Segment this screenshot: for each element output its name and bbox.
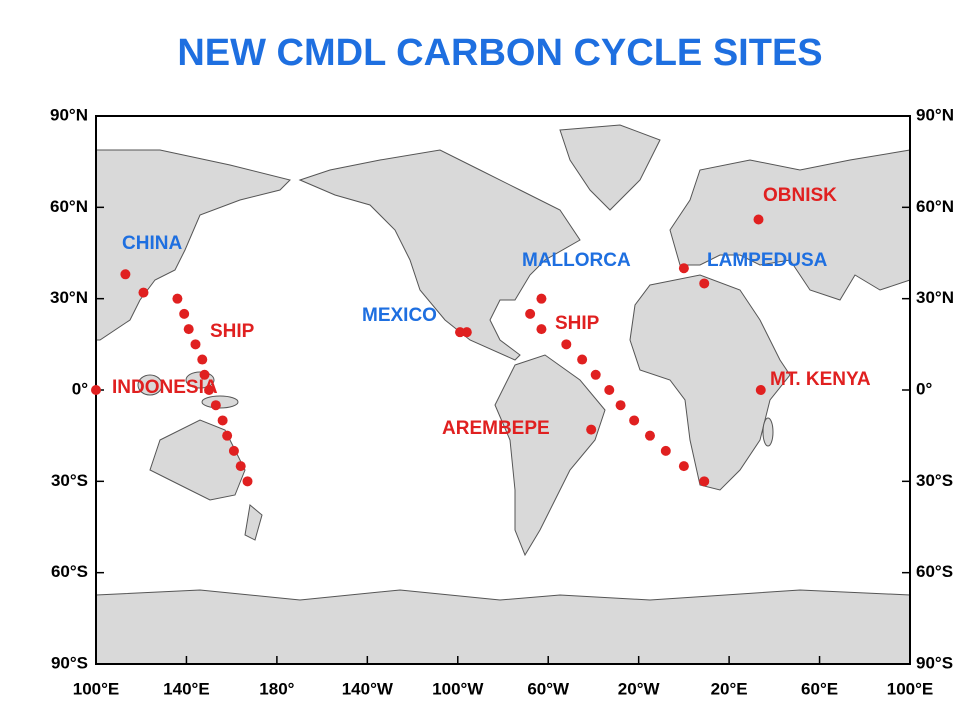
- site-point: [228, 445, 239, 456]
- x-tick-label: 140°E: [163, 679, 210, 698]
- site-label: INDONESIA: [112, 377, 218, 398]
- site-point: [678, 461, 689, 472]
- site-point: [660, 445, 671, 456]
- y-tick-label: 60°S: [51, 562, 88, 581]
- site-point: [204, 385, 215, 395]
- y-tick-label: 60°N: [916, 197, 954, 216]
- site-point: [172, 293, 183, 304]
- x-tick-label: 180°: [259, 679, 294, 698]
- site-point: [753, 214, 764, 225]
- site-label: OBNISK: [763, 185, 837, 206]
- y-tick-label: 60°S: [916, 562, 953, 581]
- title: NEW CMDL CARBON CYCLE SITES: [177, 32, 822, 74]
- site-label: AREMBEPE: [442, 418, 550, 439]
- site-point: [235, 461, 246, 472]
- site-point: [586, 424, 597, 435]
- x-tick-label: 140°W: [342, 679, 394, 698]
- x-tick-label: 60°E: [801, 679, 838, 698]
- site-point: [199, 369, 210, 380]
- site-point: [755, 385, 766, 395]
- site-label: MALLORCA: [522, 250, 631, 271]
- site-label: MT. KENYA: [770, 369, 871, 390]
- site-point: [217, 415, 228, 426]
- site-point: [629, 415, 640, 426]
- site-label: SHIP: [210, 321, 255, 342]
- site-point: [190, 339, 201, 350]
- y-tick-label: 30°N: [916, 288, 954, 307]
- site-point: [536, 324, 547, 335]
- x-tick-label: 20°E: [711, 679, 748, 698]
- x-tick-label: 100°W: [432, 679, 484, 698]
- y-tick-label: 0°: [916, 379, 932, 398]
- y-tick-label: 30°N: [50, 288, 88, 307]
- site-label: LAMPEDUSA: [707, 250, 828, 271]
- site-label: SHIP: [555, 313, 600, 334]
- site-point: [525, 308, 536, 319]
- y-tick-label: 60°N: [50, 197, 88, 216]
- site-point: [222, 430, 233, 441]
- site-point: [210, 400, 221, 411]
- x-tick-label: 100°E: [887, 679, 934, 698]
- y-tick-label: 0°: [72, 379, 88, 398]
- x-tick-label: 60°W: [527, 679, 570, 698]
- site-point: [577, 354, 588, 365]
- site-point: [91, 385, 101, 395]
- x-tick-label: 100°E: [73, 679, 120, 698]
- site-point: [179, 308, 190, 319]
- site-point: [699, 278, 710, 289]
- site-point: [604, 385, 615, 395]
- site-point: [590, 369, 601, 380]
- site-point: [699, 476, 710, 487]
- site-point: [183, 324, 194, 335]
- site-point: [644, 430, 655, 441]
- site-point: [678, 263, 689, 274]
- site-point: [536, 293, 547, 304]
- site-point: [615, 400, 626, 411]
- y-tick-label: 90°N: [916, 105, 954, 124]
- y-tick-label: 90°S: [51, 653, 88, 672]
- site-label: CHINA: [122, 233, 182, 254]
- y-tick-label: 30°S: [916, 471, 953, 490]
- site-point: [138, 287, 149, 298]
- site-point: [242, 476, 253, 487]
- y-tick-label: 30°S: [51, 471, 88, 490]
- site-point: [561, 339, 572, 350]
- x-tick-label: 20°W: [618, 679, 661, 698]
- site-point: [461, 327, 472, 338]
- site-point: [197, 354, 208, 365]
- y-tick-label: 90°N: [50, 105, 88, 124]
- site-point: [120, 269, 131, 280]
- site-label: MEXICO: [362, 305, 437, 326]
- y-tick-label: 90°S: [916, 653, 953, 672]
